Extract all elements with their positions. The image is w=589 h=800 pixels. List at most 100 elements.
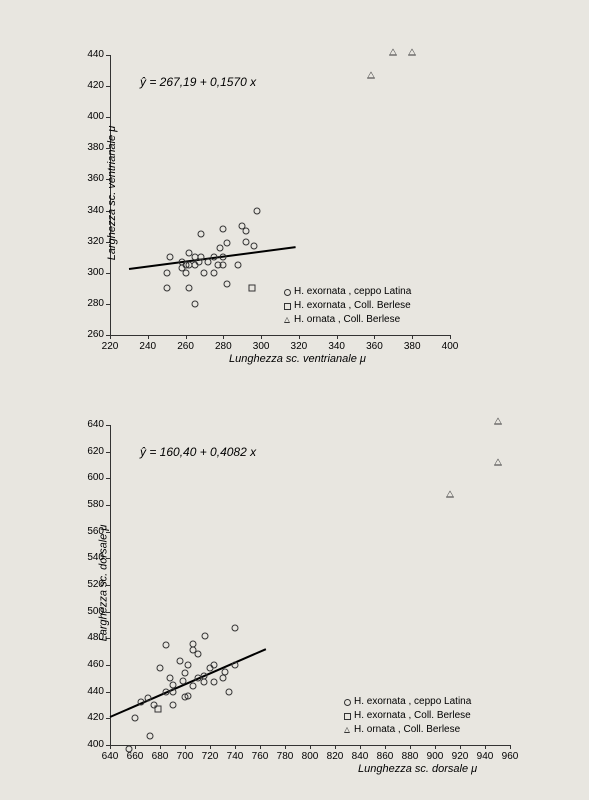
y-tick [106, 665, 110, 666]
data-point-circle [197, 254, 204, 261]
x-tick [299, 335, 300, 339]
data-point-square [248, 285, 255, 292]
data-point-circle [147, 732, 154, 739]
x-tick-label: 840 [347, 751, 373, 762]
x-tick-label: 320 [286, 341, 312, 352]
x-tick-label: 300 [248, 341, 274, 352]
x-tick-label: 880 [397, 751, 423, 762]
legend-symbol [280, 317, 294, 323]
data-point-circle [201, 269, 208, 276]
x-tick [235, 745, 236, 749]
data-point-circle [220, 226, 227, 233]
data-point-circle [220, 254, 227, 261]
x-tick [410, 745, 411, 749]
legend-row: H. exornata , Coll. Berlese [280, 299, 411, 313]
data-point-circle [132, 715, 139, 722]
data-point-circle [184, 662, 191, 669]
data-point-circle [210, 254, 217, 261]
x-tick-label: 360 [361, 341, 387, 352]
x-tick [450, 335, 451, 339]
y-tick-label: 400 [78, 739, 104, 750]
y-tick [106, 273, 110, 274]
data-point-circle [250, 243, 257, 250]
regression-equation: ŷ = 160,40 + 0,4082 x [140, 445, 256, 459]
x-tick-label: 940 [472, 751, 498, 762]
y-tick-label: 620 [78, 446, 104, 457]
regression-equation: ŷ = 267,19 + 0,1570 x [140, 75, 256, 89]
y-tick [106, 692, 110, 693]
legend-text: H. exornata , ceppo Latina [294, 285, 411, 299]
data-point-circle [210, 269, 217, 276]
data-point-circle [210, 679, 217, 686]
data-point-circle [224, 240, 231, 247]
y-tick [106, 718, 110, 719]
x-tick [337, 335, 338, 339]
data-point-circle [163, 642, 170, 649]
x-tick [485, 745, 486, 749]
data-point-circle [210, 662, 217, 669]
legend-row: H. exornata , Coll. Berlese [340, 709, 471, 723]
y-tick [106, 55, 110, 56]
data-point-circle [202, 632, 209, 639]
x-tick [110, 335, 111, 339]
data-point-circle [235, 262, 242, 269]
data-point-circle [144, 695, 151, 702]
x-tick [412, 335, 413, 339]
x-tick [261, 335, 262, 339]
legend-text: H. ornata , Coll. Berlese [294, 313, 400, 327]
x-axis-label: Lunghezza sc. dorsale μ [358, 763, 477, 775]
legend-row: H. exornata , ceppo Latina [280, 285, 411, 299]
x-tick [435, 745, 436, 749]
data-point-circle [194, 651, 201, 658]
data-point-circle [254, 207, 261, 214]
data-point-circle [186, 249, 193, 256]
legend-row: H. ornata , Coll. Berlese [280, 313, 411, 327]
data-point-triangle [408, 48, 416, 55]
data-point-circle [224, 280, 231, 287]
y-tick-label: 420 [78, 712, 104, 723]
x-tick [223, 335, 224, 339]
legend-text: H. exornata , Coll. Berlese [294, 299, 411, 313]
data-point-circle [182, 670, 189, 677]
x-tick-label: 820 [322, 751, 348, 762]
legend-text: H. exornata , Coll. Berlese [354, 709, 471, 723]
data-point-triangle [367, 72, 375, 79]
x-tick-label: 380 [399, 341, 425, 352]
x-tick [185, 745, 186, 749]
legend: H. exornata , ceppo LatinaH. exornata , … [340, 695, 471, 737]
x-tick [186, 335, 187, 339]
y-tick-label: 260 [78, 329, 104, 340]
legend-row: H. exornata , ceppo Latina [340, 695, 471, 709]
x-tick-label: 920 [447, 751, 473, 762]
y-axis-label: Larghezza sc. dorsale μ [97, 525, 109, 642]
data-point-circle [125, 746, 132, 753]
data-point-triangle [494, 418, 502, 425]
y-tick-label: 280 [78, 298, 104, 309]
x-axis-label: Lunghezza sc. ventrianale μ [229, 353, 366, 365]
legend-symbol [340, 713, 354, 720]
data-point-circle [157, 664, 164, 671]
x-tick-label: 800 [297, 751, 323, 762]
x-tick [510, 745, 511, 749]
y-tick-label: 440 [78, 49, 104, 60]
data-point-square [154, 706, 161, 713]
data-point-circle [232, 624, 239, 631]
legend-text: H. ornata , Coll. Berlese [354, 723, 460, 737]
data-point-circle [243, 238, 250, 245]
data-point-circle [197, 230, 204, 237]
legend-text: H. exornata , ceppo Latina [354, 695, 471, 709]
x-tick [160, 745, 161, 749]
x-tick [360, 745, 361, 749]
x-tick-label: 680 [147, 751, 173, 762]
data-point-circle [222, 668, 229, 675]
x-tick [260, 745, 261, 749]
data-point-circle [189, 640, 196, 647]
y-tick-label: 360 [78, 173, 104, 184]
x-tick-label: 900 [422, 751, 448, 762]
x-tick-label: 780 [272, 751, 298, 762]
legend: H. exornata , ceppo LatinaH. exornata , … [280, 285, 411, 327]
y-tick [106, 425, 110, 426]
data-point-triangle [446, 491, 454, 498]
x-tick [135, 745, 136, 749]
x-tick-label: 960 [497, 751, 523, 762]
